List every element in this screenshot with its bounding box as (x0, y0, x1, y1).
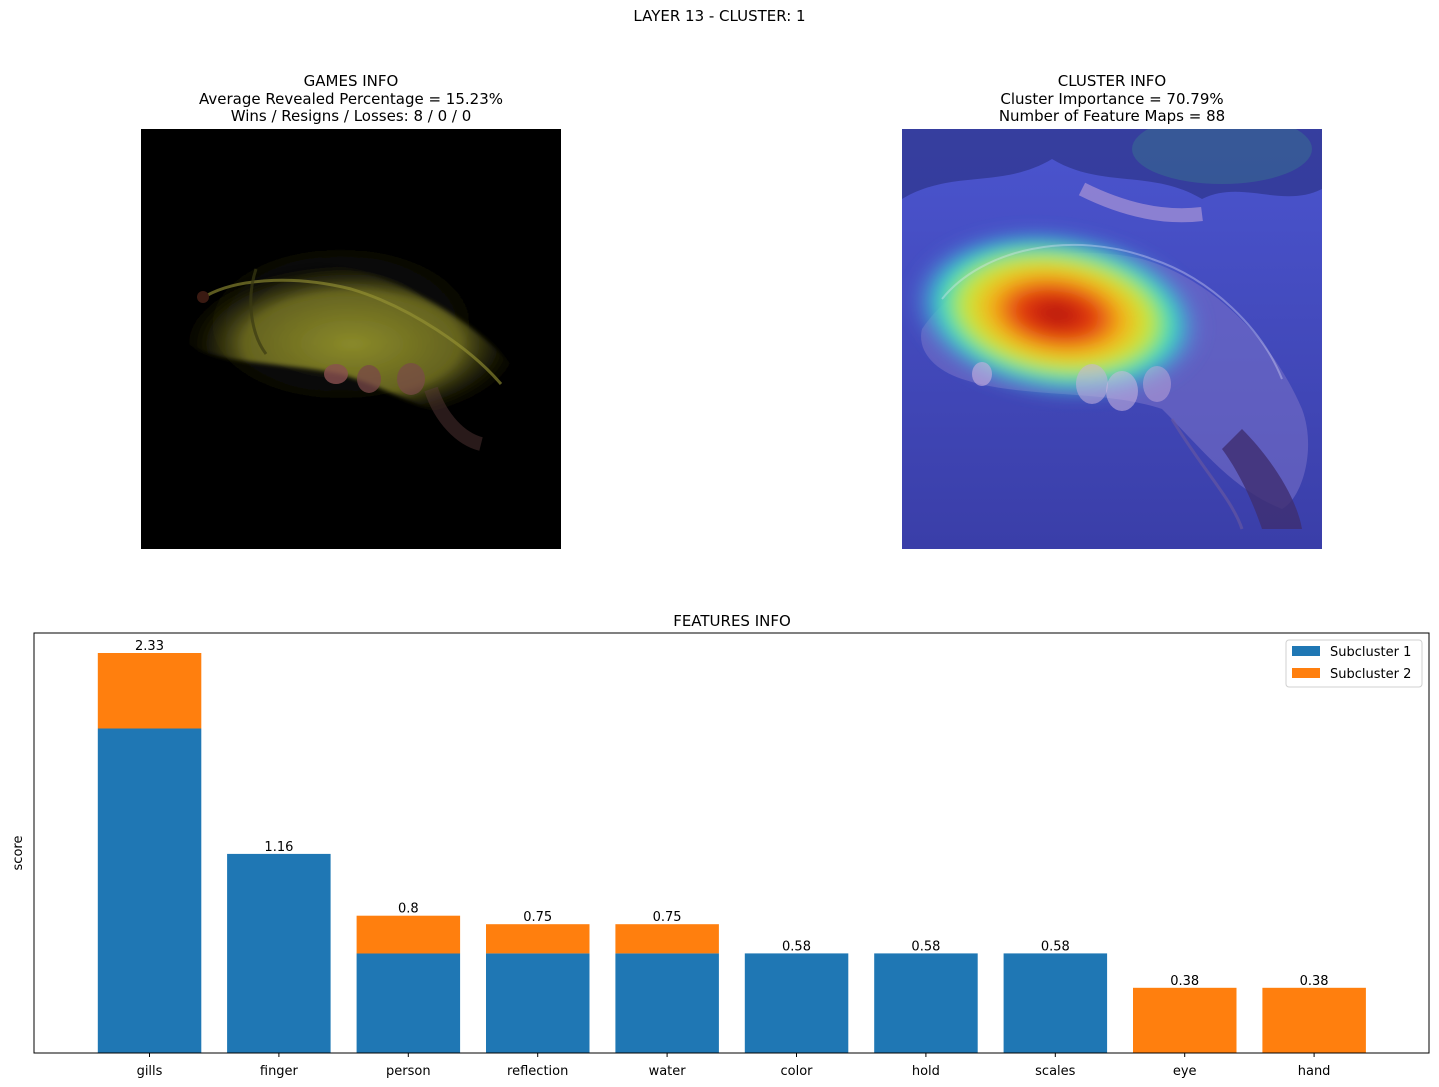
x-tick-label-hold: hold (912, 1064, 940, 1079)
bar-reflection-subcluster-1 (486, 953, 590, 1053)
bar-group (97, 653, 1366, 1053)
x-tick-label-finger: finger (260, 1064, 299, 1079)
bar-gills-subcluster-1 (97, 728, 202, 1053)
data-label-hand: 0.38 (1300, 974, 1329, 989)
bar-hold-subcluster-1 (874, 953, 978, 1053)
bar-eye-subcluster-2 (1133, 987, 1237, 1053)
x-tick-label-hand: hand (1298, 1064, 1331, 1079)
revealed-fish-image (141, 129, 561, 549)
games-info-title: GAMES INFO Average Revealed Percentage =… (141, 72, 561, 126)
plot-frame (33, 632, 1430, 1054)
bar-water-subcluster-1 (615, 953, 719, 1053)
figure-title: LAYER 13 - CLUSTER: 1 (633, 7, 806, 25)
data-label-scales: 0.58 (1041, 939, 1070, 954)
legend-swatch-subcluster-1 (1292, 646, 1320, 656)
data-label-hold: 0.58 (911, 939, 940, 954)
x-tick-label-reflection: reflection (507, 1064, 568, 1079)
data-label-gills: 2.33 (135, 639, 164, 654)
legend-label-subcluster-1: Subcluster 1 (1330, 645, 1411, 660)
bar-scales-subcluster-1 (1003, 953, 1108, 1053)
data-label-finger: 1.16 (264, 840, 293, 855)
x-tick-label-eye: eye (1173, 1064, 1197, 1079)
bar-hand-subcluster-2 (1262, 987, 1366, 1053)
data-label-person: 0.8 (398, 902, 419, 917)
chart-title: FEATURES INFO (673, 612, 791, 630)
cluster-info-title: CLUSTER INFO Cluster Importance = 70.79%… (902, 72, 1322, 126)
legend-swatch-subcluster-2 (1292, 668, 1320, 678)
y-axis-label: score (11, 836, 26, 871)
number-of-feature-maps: Number of Feature Maps = 88 (998, 107, 1226, 125)
wins-resigns-losses: Wins / Resigns / Losses: 8 / 0 / 0 (230, 107, 472, 125)
legend: Subcluster 1 Subcluster 2 (1285, 639, 1423, 688)
data-label-water: 0.75 (653, 910, 682, 925)
legend-label-subcluster-2: Subcluster 2 (1330, 667, 1411, 682)
data-label-reflection: 0.75 (523, 910, 552, 925)
heatmap-fish-image (902, 129, 1322, 549)
games-info-heading: GAMES INFO (303, 72, 399, 90)
features-bar-chart: FEATURES INFO score 2.33 1.16 0.8 0.75 0.75 0… (11, 612, 1430, 1079)
x-tick-label-color: color (780, 1064, 813, 1079)
bar-gills-subcluster-2 (97, 653, 202, 729)
bar-person-subcluster-1 (356, 953, 461, 1053)
bar-finger-subcluster-1 (227, 853, 331, 1053)
x-tick-label-water: water (649, 1064, 687, 1079)
bar-water-subcluster-2 (615, 924, 719, 954)
data-label-color: 0.58 (782, 939, 811, 954)
bar-person-subcluster-2 (356, 915, 461, 954)
bar-reflection-subcluster-2 (486, 924, 590, 954)
data-label-group: 2.33 1.16 0.8 0.75 0.75 0.58 0.58 0.58 0.38 0.38 (135, 639, 1329, 989)
x-tick-label-gills: gills (137, 1064, 163, 1079)
x-tick-group: gills finger person reflection water color hol… (137, 1053, 1331, 1079)
average-revealed-percentage: Average Revealed Percentage = 15.23% (198, 89, 503, 108)
x-tick-label-person: person (386, 1064, 431, 1079)
cluster-info-heading: CLUSTER INFO (1057, 72, 1167, 90)
bar-color-subcluster-1 (744, 953, 849, 1053)
x-tick-label-scales: scales (1035, 1064, 1075, 1079)
cluster-importance: Cluster Importance = 70.79% (1000, 89, 1224, 108)
data-label-eye: 0.38 (1170, 974, 1199, 989)
